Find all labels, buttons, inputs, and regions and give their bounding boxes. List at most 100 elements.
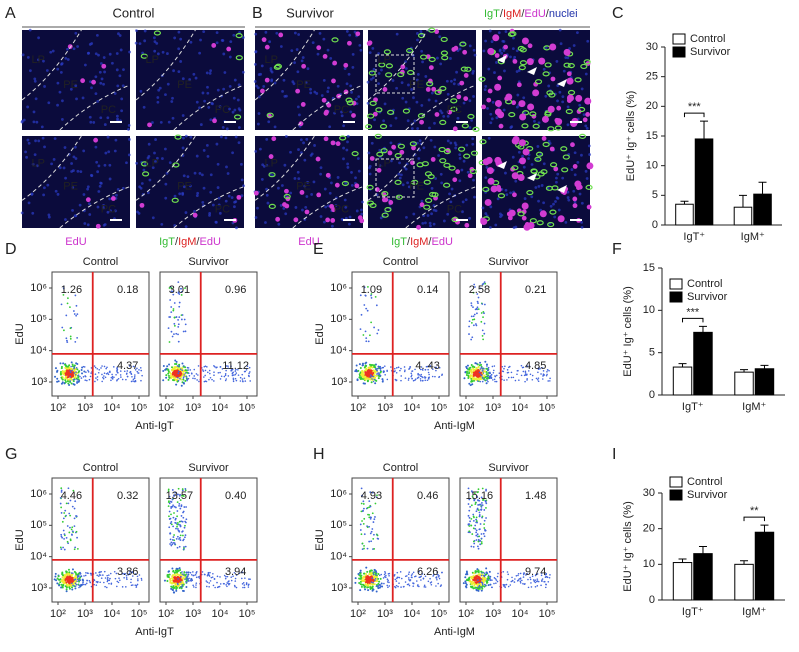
nucleus: [433, 145, 437, 149]
event: [180, 287, 183, 290]
event: [72, 584, 74, 587]
nucleus: [72, 155, 76, 159]
event: [186, 575, 189, 577]
nucleus: [279, 45, 283, 48]
event: [535, 580, 538, 583]
event: [420, 579, 422, 581]
nucleus: [297, 148, 300, 151]
event: [78, 584, 80, 587]
nucleus: [74, 31, 78, 35]
event: [226, 582, 228, 584]
event: [213, 371, 215, 373]
event: [412, 571, 415, 574]
nucleus: [27, 201, 31, 205]
nucleus: [573, 151, 577, 155]
nucleus: [154, 138, 157, 141]
nucleus: [344, 216, 348, 220]
nucleus: [439, 62, 443, 66]
nucleus: [118, 74, 122, 78]
event: [195, 584, 197, 586]
y-tick-label: 10³: [331, 376, 347, 388]
event: [529, 373, 532, 376]
nucleus: [400, 81, 404, 85]
nucleus: [588, 153, 592, 156]
nucleus: [86, 185, 90, 189]
event: [175, 527, 177, 530]
nucleus: [202, 30, 206, 33]
event: [246, 365, 249, 368]
event: [170, 523, 173, 526]
event: [117, 377, 120, 380]
event: [468, 498, 471, 501]
nucleus: [217, 196, 221, 200]
edu-cell: [494, 53, 500, 58]
event: [176, 535, 179, 538]
event: [373, 568, 376, 571]
event: [192, 377, 194, 380]
event: [370, 294, 372, 297]
event: [162, 364, 165, 367]
nucleus: [182, 174, 186, 178]
event: [408, 578, 410, 581]
event: [169, 543, 171, 545]
event: [128, 572, 131, 575]
event: [237, 374, 240, 376]
event: [178, 567, 181, 570]
nucleus: [160, 222, 164, 226]
event: [76, 362, 79, 365]
event: [109, 577, 111, 580]
nucleus: [502, 49, 506, 52]
event: [181, 374, 184, 377]
event: [168, 573, 171, 576]
nucleus: [316, 52, 320, 56]
event: [501, 365, 504, 368]
event: [176, 501, 179, 504]
event: [356, 378, 359, 381]
event: [363, 517, 366, 520]
event: [487, 368, 490, 371]
nucleus: [66, 58, 70, 61]
arrowhead: [497, 55, 507, 63]
event: [68, 512, 71, 515]
nucleus: [221, 126, 225, 129]
igt-cell: [529, 111, 537, 117]
nucleus: [319, 215, 323, 218]
event: [374, 382, 377, 385]
event: [548, 369, 550, 372]
event: [135, 584, 138, 587]
nucleus: [318, 32, 322, 35]
event: [373, 364, 376, 367]
event: [476, 308, 479, 311]
nucleus: [216, 162, 220, 166]
region-label: PE: [63, 79, 78, 91]
nucleus: [449, 141, 453, 145]
event: [370, 321, 373, 324]
nucleus: [43, 186, 46, 190]
event: [134, 584, 137, 586]
event: [409, 366, 411, 368]
event: [62, 578, 65, 581]
nucleus: [572, 44, 576, 47]
edu-cell: [400, 64, 406, 70]
edu-cell: [369, 156, 375, 161]
x-tick-label: 10²: [350, 402, 366, 414]
y-tick-label: 10⁵: [30, 313, 47, 325]
nucleus: [544, 46, 548, 50]
event: [73, 507, 76, 510]
quadrant-value: 4.46: [61, 490, 82, 502]
nucleus: [108, 177, 112, 181]
event: [74, 582, 77, 585]
label-part: IgM: [503, 8, 521, 20]
micrograph-bg: [22, 136, 130, 228]
event: [180, 504, 183, 507]
event: [72, 489, 75, 492]
label-part: EdU: [298, 236, 319, 248]
event: [483, 572, 486, 575]
event: [77, 380, 80, 383]
edu-cell: [343, 62, 349, 68]
nucleus: [102, 223, 106, 227]
event: [102, 377, 105, 380]
edu-cell: [330, 140, 336, 146]
nucleus: [42, 193, 46, 197]
event-cloud: [54, 285, 143, 386]
